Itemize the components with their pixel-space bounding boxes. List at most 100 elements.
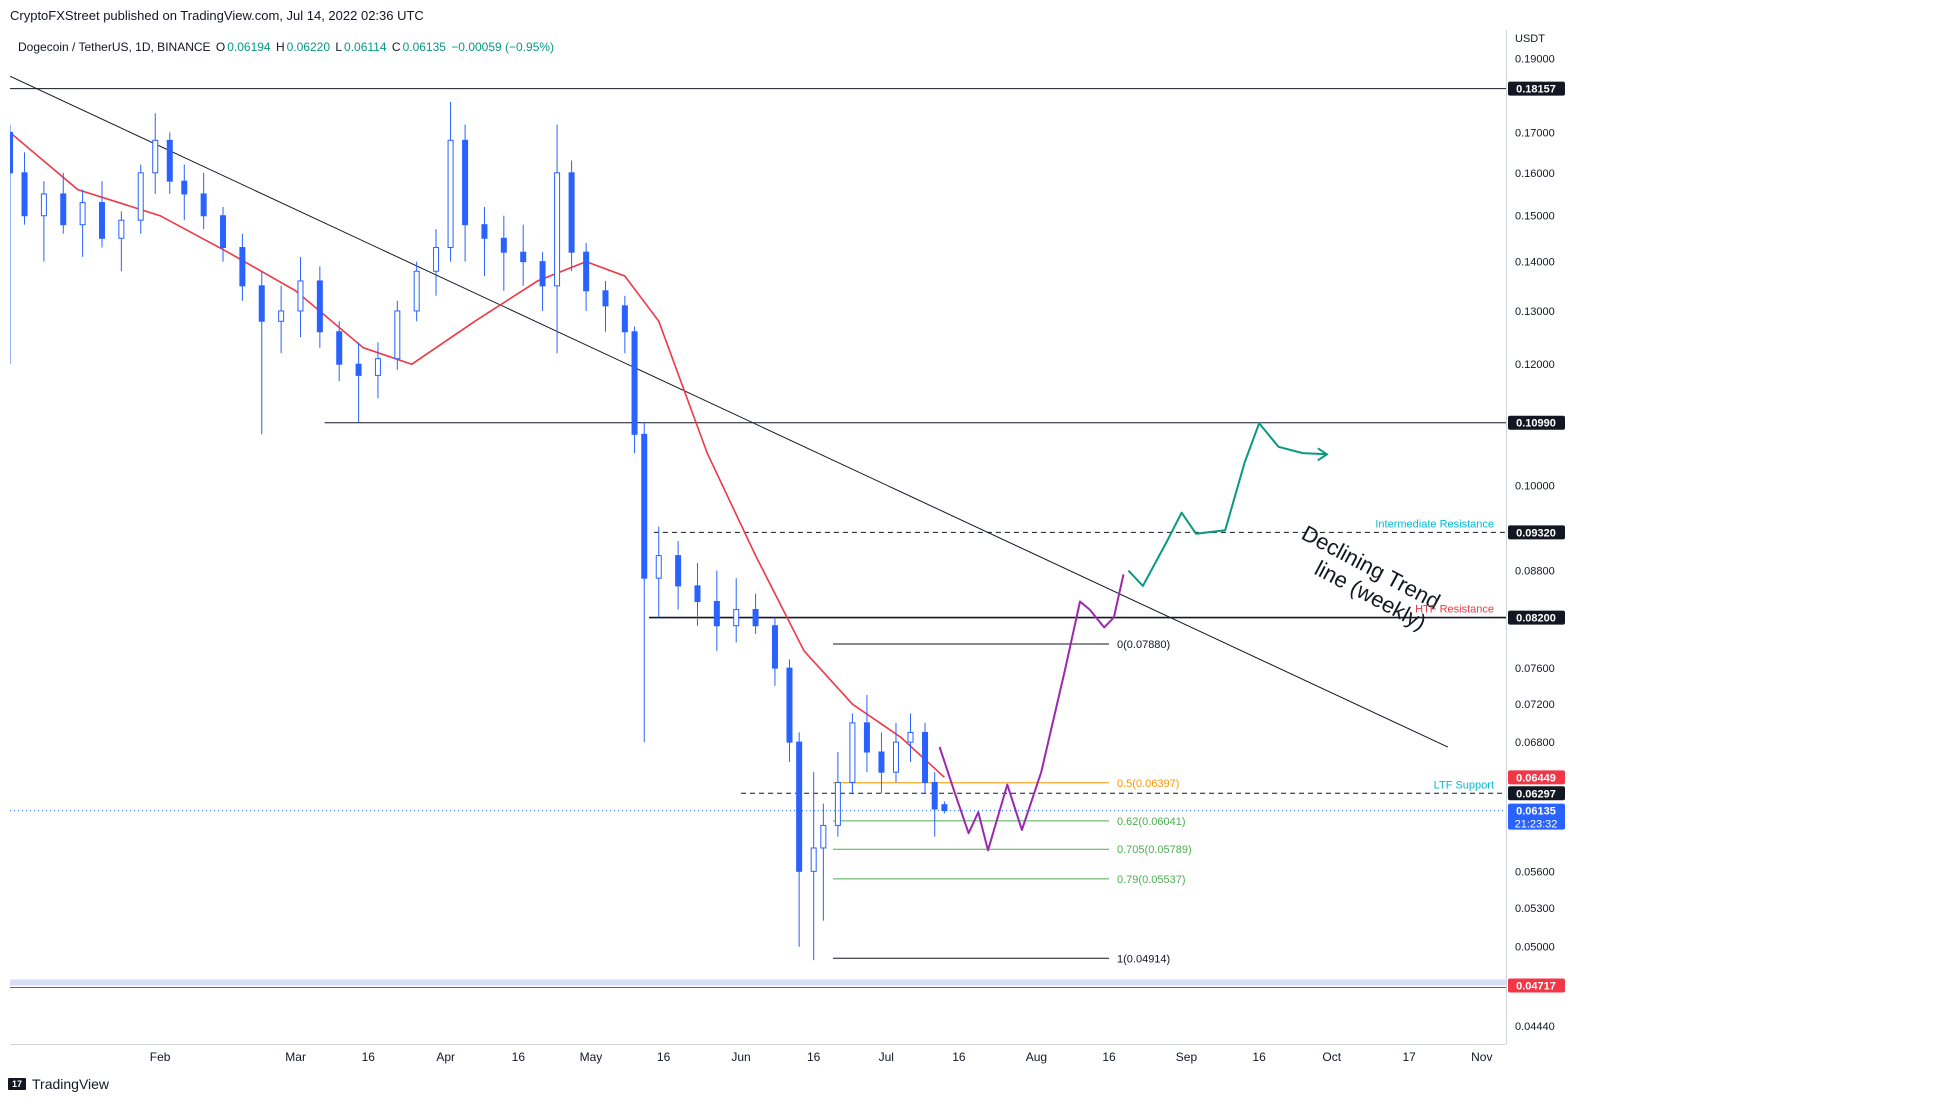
price-badge-label: 0.18157 (1516, 84, 1556, 96)
x-tick: 16 (512, 1050, 526, 1064)
y-tick: 0.05300 (1515, 903, 1555, 915)
y-tick: 0.06800 (1515, 737, 1555, 749)
candle-body (394, 310, 401, 360)
candle-body (810, 847, 817, 872)
x-tick: May (580, 1050, 603, 1064)
candle-body (60, 193, 67, 226)
candle-body (98, 202, 105, 239)
candle-body (278, 310, 285, 322)
chart-pane[interactable]: 0(0.07880) 0.5(0.06397) 0.62(0.06041) 0.705… (7, 30, 1507, 1044)
x-tick: 16 (362, 1050, 376, 1064)
legend-open-label: O (215, 40, 226, 54)
y-tick: 0.07600 (1515, 663, 1555, 675)
legend-high-label: H (275, 40, 285, 54)
candle-body (641, 433, 648, 579)
publisher-caption: CryptoFXStreet published on TradingView.… (10, 8, 424, 23)
horizontal-levels (10, 88, 1506, 989)
symbol-legend[interactable]: Dogecoin / TetherUS, 1D, BINANCE O 0.0619… (18, 40, 556, 54)
x-tick: Jun (731, 1050, 750, 1064)
level-label-3: HTF Resistance (1415, 604, 1494, 616)
y-tick: 0.05600 (1515, 866, 1555, 878)
candle-body (40, 193, 47, 217)
candle-body (413, 270, 420, 312)
candle-body (941, 804, 948, 812)
moving-average (9, 131, 945, 778)
y-tick: 0.04440 (1515, 1021, 1555, 1033)
x-tick: Jul (879, 1050, 894, 1064)
legend-close: 0.06135 (402, 40, 446, 54)
price-badge-label: 0.08200 (1516, 613, 1556, 625)
legend-open: 0.06194 (227, 40, 271, 54)
price-badge-label: 0.09320 (1516, 527, 1556, 539)
y-ticks: 0.19000 0.17000 0.16000 0.15000 0.14000 0.130… (1515, 53, 1555, 1032)
candles (7, 101, 1506, 961)
declining-trendline: Declining Trendline (weekly) (9, 75, 1449, 748)
candle-body (166, 139, 173, 182)
candle-body (447, 139, 454, 249)
price-badges: 0.18157 0.10990 0.09320 0.08200 0.06449 0.062… (1508, 81, 1565, 993)
time-axis[interactable]: Feb Mar 16 Apr 16 May 16 Jun 16 Jul 16 Aug 16 Sep 16 Oc… (10, 1044, 1506, 1069)
price-badge (1508, 803, 1565, 830)
price-badge (1508, 81, 1565, 96)
legend-change: −0.00059 (−0.95%) (451, 40, 555, 54)
fib-label-0.79: 0.79(0.05537) (1117, 874, 1186, 886)
y-tick: 0.17000 (1515, 127, 1555, 139)
fib-label-0.62: 0.62(0.06041) (1117, 816, 1186, 828)
candle-body (374, 358, 381, 376)
candle-body (462, 139, 469, 226)
candle-body (79, 202, 86, 226)
candle-body (631, 331, 638, 435)
candle-body (152, 139, 159, 174)
candle-body (7, 131, 13, 174)
candle-body (568, 172, 575, 253)
y-tick: 0.05000 (1515, 942, 1555, 954)
candle-body (892, 741, 899, 773)
trendline-label: Declining Trendline (weekly) (1286, 520, 1444, 636)
x-tick: 16 (952, 1050, 966, 1064)
candle-body (675, 555, 682, 587)
candle-body (239, 247, 246, 287)
brand-footer: 17 TradingView (8, 1076, 109, 1092)
candle-body (878, 751, 885, 773)
candle-body (931, 781, 938, 810)
y-tick: 0.13000 (1515, 306, 1555, 318)
projection-paths (938, 422, 1329, 852)
candle-body (733, 609, 740, 627)
candle-body (583, 251, 590, 292)
candle-body (621, 305, 628, 333)
x-tick: 16 (657, 1050, 671, 1064)
x-tick: Nov (1471, 1050, 1492, 1064)
candle-body (907, 731, 914, 743)
candle-body (520, 251, 527, 263)
price-badge (1508, 415, 1565, 430)
trendline (9, 75, 1449, 748)
x-tick: Mar (285, 1050, 306, 1064)
candle-body (694, 585, 701, 603)
candle-body (200, 193, 207, 217)
candle-body (181, 180, 188, 195)
y-tick: 0.07200 (1515, 699, 1555, 711)
x-tick: Sep (1176, 1050, 1198, 1064)
fib-label-0: 0(0.07880) (1117, 639, 1170, 651)
price-chart[interactable]: 0(0.07880) 0.5(0.06397) 0.62(0.06041) 0.705… (7, 30, 1506, 1044)
legend-close-label: C (391, 40, 401, 54)
x-tick: Apr (436, 1050, 455, 1064)
price-badge-label: 0.06297 (1516, 788, 1556, 800)
price-badge-label: 0.06135 (1516, 806, 1556, 818)
candle-body (297, 280, 304, 312)
candle-body (500, 237, 507, 253)
candle-body (258, 285, 265, 322)
candle-body (316, 280, 323, 333)
ma-line (9, 131, 945, 778)
x-tick: Oct (1322, 1050, 1341, 1064)
candle-body (481, 224, 488, 239)
price-axis[interactable]: USDT 0.19000 0.17000 0.16000 0.15000 0.14000… (1507, 30, 1567, 1044)
y-tick: 0.15000 (1515, 211, 1555, 223)
candle-body (796, 741, 803, 872)
candle-body (21, 172, 28, 217)
candle-body (355, 363, 362, 376)
support-band (10, 979, 1506, 986)
price-badge (1508, 978, 1565, 993)
price-badge (1508, 525, 1565, 540)
fib-label-0.705: 0.705(0.05789) (1117, 844, 1192, 856)
